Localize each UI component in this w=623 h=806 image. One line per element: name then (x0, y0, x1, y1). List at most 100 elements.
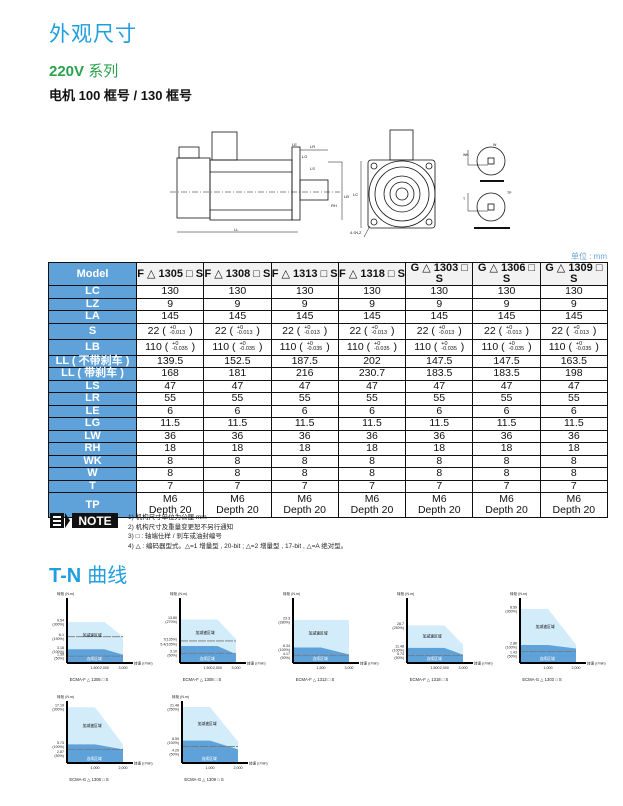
y-tick-label: 6.1 (59, 633, 64, 637)
row-label: RH (48, 442, 137, 456)
table-cell: 55 (405, 392, 474, 406)
table-cell: 11.5 (135, 417, 205, 431)
table-cell: 110 ( +0 -0.035 ) (472, 338, 541, 356)
x-tick-label: 1,000 (544, 666, 553, 670)
table-cell: 7 (270, 479, 339, 493)
table-cell: 110 ( +0 -0.035 ) (270, 338, 339, 356)
continuous-area-label: 连续区域 (87, 656, 102, 661)
table-cell: 8 (337, 467, 407, 481)
table-cell: 36 (270, 429, 339, 443)
table-cell: 11.5 (337, 417, 407, 431)
row-label: LS (48, 379, 137, 393)
motor-dimension-drawing: LL LR LE LG LS LB RH LC 4-ΦLZ W WK T TP (170, 129, 512, 238)
peak-area-label: 加减速区域 (536, 624, 555, 629)
tn-chart: 转矩 (N.m) 转速 (r/min) 23.3(280%) 8.34(100%)4.… (278, 591, 379, 682)
table-cell: 47 (472, 379, 541, 393)
label-tp: TP (507, 191, 512, 195)
table-cell: 11.5 (472, 417, 541, 431)
table-cell: 8 (539, 454, 609, 468)
row-label: T (48, 479, 137, 493)
tolerance: +0 -0.013 (169, 324, 186, 336)
continuous-area-label: 连续区域 (200, 656, 215, 661)
label-w: W (493, 143, 497, 147)
table-row: LC 130 130 130 130 130 130 130 (48, 285, 609, 299)
y-tick-label: 1.59 (57, 653, 64, 657)
note-item: 2) 机构尺寸及重量变更恕不另行通知 (128, 523, 234, 531)
y-tick-label: 5.73 (57, 741, 64, 745)
model-header: Model (48, 262, 137, 286)
table-cell: 9 (270, 297, 339, 311)
table-cell: 145 (135, 310, 205, 324)
table-cell: 183.5 (405, 367, 474, 381)
table-cell: 6 (337, 404, 407, 418)
table-cell: 110 ( +0 -0.035 ) (135, 338, 205, 356)
y-tick-pct: (50%) (54, 657, 64, 661)
table-cell: 8 (270, 467, 339, 481)
table-cell: 130 (472, 285, 541, 299)
table-cell: 130 (135, 285, 205, 299)
model-column-header: G △ 1306 □ S (472, 262, 541, 286)
y-tick-label: 11.48 (395, 644, 404, 648)
table-cell: 55 (203, 392, 272, 406)
table-row: LZ 9 9 9 9 9 9 9 (48, 297, 609, 311)
tn-title-bold: T-N (49, 565, 82, 587)
x-axis-label: 转速 (r/min) (360, 661, 379, 666)
model-column-header: F △ 1318 □ S (337, 262, 407, 286)
continuous-area-label: 连续区域 (87, 756, 102, 761)
y-axis-label: 转矩 (N.m) (57, 694, 74, 699)
table-cell: 18 (203, 442, 272, 456)
y-tick-label: 2.86 (510, 641, 517, 645)
table-cell: 22 ( +0 -0.013 ) (405, 322, 474, 340)
tolerance: +0 -0.035 (239, 340, 256, 352)
x-tick-label: 2,000 (440, 666, 449, 670)
model-column-header: G △ 1303 □ S (405, 262, 474, 286)
frame-subtitle: 电机 100 框号 / 130 框号 (49, 88, 193, 103)
y-axis-label: 转矩 (N.m) (172, 694, 189, 699)
y-tick-pct: (50%) (507, 654, 517, 658)
chart-model-label: ECMA-F △ 1318 □ S (410, 677, 449, 682)
table-cell: 55 (270, 392, 339, 406)
row-label: S (48, 322, 137, 340)
table-cell: 22 ( +0 -0.013 ) (539, 322, 609, 340)
table-cell: 9 (337, 297, 407, 311)
x-tick-label: 1,000 (91, 766, 100, 770)
table-cell: 36 (405, 429, 474, 443)
table-cell: 6 (270, 404, 339, 418)
y-tick-pct: (100%) (52, 745, 64, 749)
label-rh: RH (331, 203, 337, 208)
tolerance: +0 -0.013 (573, 324, 589, 336)
tn-chart: 转矩 (N.m) 转速 (r/min) 13.80(270%) 7(135%)5.4(… (160, 591, 265, 682)
y-tick-pct: (50%) (394, 656, 404, 660)
table-cell: 8 (405, 454, 474, 468)
table-cell: 36 (135, 429, 205, 443)
y-tick-pct: (100%) (278, 648, 290, 652)
row-label: LB (48, 338, 137, 356)
x-tick-label: 1,500 (431, 666, 440, 670)
x-axis-label: 转速 (r/min) (249, 761, 268, 766)
tn-chart: 转矩 (N.m) 转速 (r/min) 8.59(300%) 2.86(100%)1.… (505, 591, 605, 682)
table-cell: 8 (203, 467, 272, 481)
table-cell: 55 (337, 392, 407, 406)
x-axis-label: 转速 (r/min) (474, 661, 493, 666)
chart-model-label: ECMA-G △ 1306 □ S (69, 777, 108, 782)
table-cell: 47 (203, 379, 272, 393)
y-tick-label: 8.59 (172, 737, 179, 741)
note-icon: NOTE (50, 513, 118, 528)
tn-curve-heading: T-N 曲线 (49, 559, 127, 588)
row-label: LR (48, 392, 137, 406)
x-tick-label: 3,000 (232, 666, 241, 670)
y-axis-label: 转矩 (N.m) (57, 591, 74, 596)
table-cell: 8 (405, 467, 474, 481)
table-cell: M6 Depth 20 (405, 492, 474, 518)
table-row: LR 55 55 55 55 55 55 55 (48, 392, 609, 406)
y-tick-label: 17.19 (55, 704, 64, 708)
table-cell: 187.5 (270, 354, 339, 368)
table-cell: 18 (405, 442, 474, 456)
peak-area-label: 加减速区域 (196, 630, 215, 635)
table-cell: M6 Depth 20 (270, 492, 339, 518)
table-cell: 9 (135, 297, 205, 311)
table-cell: 55 (472, 392, 541, 406)
note-logo-text: NOTE (78, 514, 111, 528)
y-tick-pct: (270%) (165, 620, 177, 624)
label-ls: LS (310, 166, 315, 171)
